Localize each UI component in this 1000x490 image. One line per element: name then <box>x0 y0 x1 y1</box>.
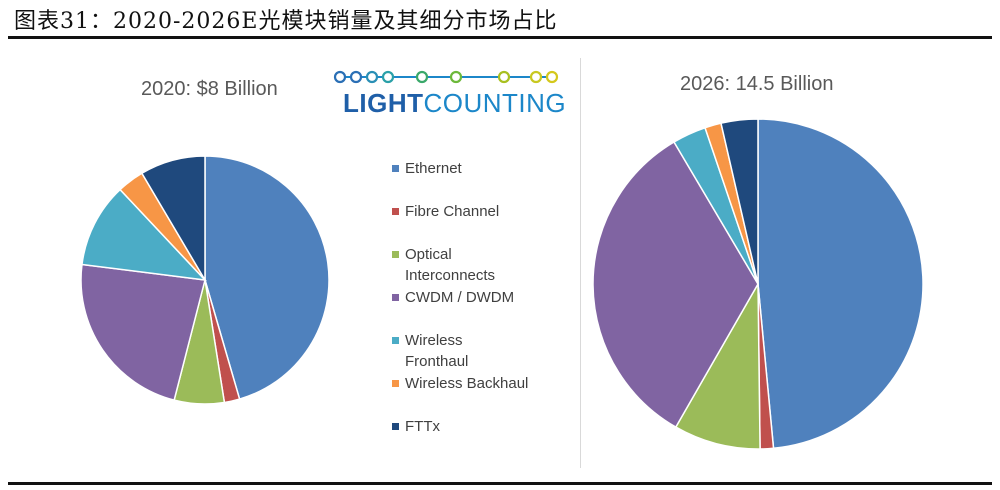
legend-swatch <box>392 165 399 172</box>
legend-swatch <box>392 251 399 258</box>
legend-swatch <box>392 294 399 301</box>
legend-item-fibre-channel: Fibre Channel <box>392 201 570 222</box>
pie-slice-wireless-fronthaul <box>81 188 207 282</box>
legend-swatch <box>392 380 399 387</box>
figure-title: 图表31：2020-2026E光模块销量及其细分市场占比 <box>14 9 558 34</box>
pie-slice-cwdm-dwdm <box>592 140 759 429</box>
pie-slice-ethernet <box>757 118 924 450</box>
legend-item-cwdm-dwdm: CWDM / DWDM <box>392 287 570 308</box>
bottom-rule <box>8 482 992 485</box>
legend-swatch <box>392 423 399 430</box>
legend-item-optical-interconnects: Optical Interconnects <box>392 244 500 286</box>
pie-slice-fttx <box>720 118 759 285</box>
panel-divider <box>580 58 581 468</box>
legend-item-wireless-fronthaul: Wireless Fronthaul <box>392 330 485 372</box>
pie-slice-cwdm-dwdm <box>80 263 206 402</box>
pie-slice-fttx <box>140 155 206 283</box>
logo-wordmark: LIGHTCOUNTING <box>343 88 567 118</box>
legend-swatch <box>392 208 399 215</box>
legend-item-fttx: FTTx <box>392 416 570 437</box>
pie-slice-ethernet <box>204 155 330 401</box>
pie-2020-title: 2020: $8 Billion <box>141 78 278 100</box>
pie-2026-title: 2026: 14.5 Billion <box>680 73 834 95</box>
legend-item-wireless-backhaul: Wireless Backhaul <box>392 373 570 394</box>
legend-item-ethernet: Ethernet <box>392 158 570 179</box>
legend-swatch <box>392 337 399 344</box>
pie-slice-optical-interconnects <box>674 281 761 450</box>
lightcounting-logo-icon <box>333 70 559 84</box>
top-rule <box>8 36 992 39</box>
